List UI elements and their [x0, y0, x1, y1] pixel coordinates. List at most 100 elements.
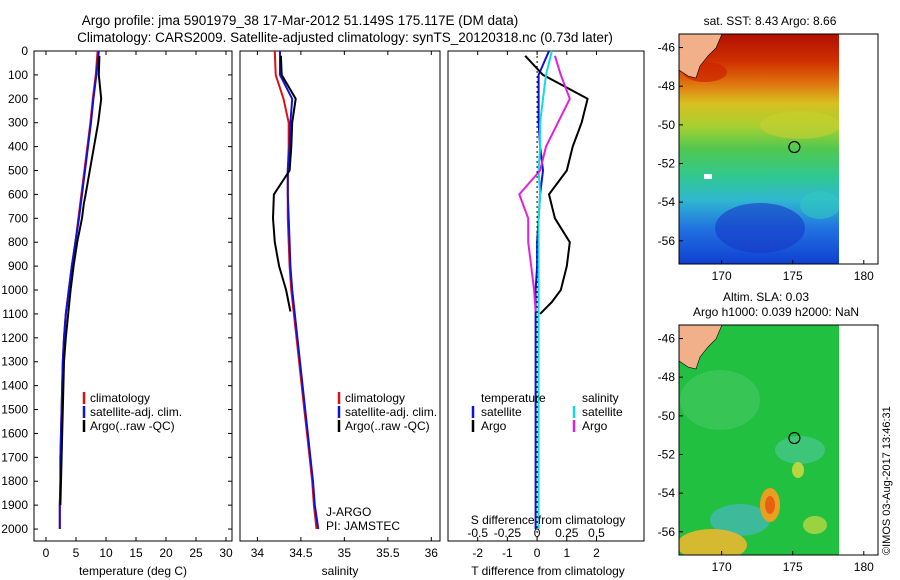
map-y-tick-label: -50 [658, 118, 676, 132]
sla-high-anomaly-core [765, 496, 775, 514]
map-y-tick-label: -56 [658, 234, 676, 248]
legend-label-climatology: climatology [90, 391, 150, 405]
x-tick-label: 30 [219, 546, 233, 560]
temperature-profiles [58, 50, 103, 529]
sst-map-field [679, 34, 839, 264]
map-y-tick-label: -46 [658, 41, 676, 55]
x-tick-label: 35.5 [376, 546, 400, 560]
series-line-salinity_satellite [537, 50, 553, 529]
series-line-argo [524, 55, 589, 315]
sla-map-field [679, 325, 839, 555]
salinity-panel: 34 34.5 35 35.5 36 salinity climatology sate… [239, 50, 441, 578]
sla-map-panel: Altim. SLA: 0.03 Argo h1000: 0.039 h2000… [658, 290, 879, 574]
sst-patch [760, 111, 839, 139]
series-line-salinity_argo [518, 55, 571, 312]
depth-tick-label: 0 [21, 44, 28, 58]
difference-profiles [518, 50, 589, 541]
x-tick-label: 20 [159, 546, 173, 560]
depth-tick-label: 400 [8, 140, 28, 154]
sla-map-subtitle: Argo h1000: 0.039 h2000: NaN [693, 305, 859, 319]
temperature-x-axis: 0 5 10 15 20 25 30 [43, 51, 233, 560]
timestamp-stamp: ©IMOS 03-Aug-2017 13:46:31 [881, 406, 893, 555]
series-line-satellite [279, 51, 320, 530]
map-y-tick-label: -48 [658, 370, 676, 384]
x-tick-label: 0 [534, 546, 541, 560]
coastline-land [679, 34, 723, 79]
profile-location-marker [788, 431, 801, 445]
profile-location-marker [788, 140, 801, 154]
salinity-profiles [272, 50, 320, 530]
x-tick-label: 25 [189, 546, 203, 560]
depth-tick-label: 1600 [1, 426, 28, 440]
x-tick-label: 5 [73, 546, 80, 560]
legend-label-argo: Argo(..raw -QC) [90, 419, 175, 433]
x-tick-label: 36 [425, 546, 439, 560]
map-x-tick-label: 175 [783, 269, 803, 283]
map-y-tick-label: -50 [658, 409, 676, 423]
sla-patch [710, 504, 770, 536]
salinity-diff-tick-label: 0.25 [555, 526, 579, 540]
map-x-tick-label: 180 [854, 269, 874, 283]
missing-data-patch [704, 174, 712, 179]
difference-legend: temperature satellite Argo salinity sate… [471, 391, 623, 433]
x-tick-label: -2 [472, 546, 483, 560]
x-tick-label: 2 [593, 546, 600, 560]
legend-label-climatology: climatology [345, 391, 405, 405]
x-tick-label: 34 [251, 546, 265, 560]
depth-tick-label: 2000 [1, 522, 28, 536]
legend-label-sal-satellite: satellite [582, 405, 623, 419]
depth-tick-label: 1100 [2, 307, 28, 321]
depth-tick-label: 800 [8, 235, 28, 249]
map-y-tick-label: -56 [658, 525, 676, 539]
depth-tick-label: 700 [8, 211, 28, 225]
temperature-diff-label: T difference from climatology [471, 564, 625, 578]
depth-tick-label: 1500 [1, 403, 28, 417]
map-x-tick-label: 170 [712, 269, 732, 283]
temperature-panel: 0100200300400500600700800900100011001200… [1, 44, 644, 578]
legend-label-temp-argo: Argo [481, 419, 507, 433]
depth-tick-label: 100 [8, 68, 28, 82]
x-tick-label: 10 [99, 546, 113, 560]
depth-tick-label: 1200 [1, 331, 28, 345]
legend-title-salinity: salinity [582, 391, 619, 405]
sla-patch [792, 462, 804, 478]
sst-patch [800, 191, 839, 219]
sst-map-axes: 170 175 180 -46 -48 -50 -52 -54 -56 [658, 41, 874, 283]
map-y-tick-label: -54 [658, 195, 676, 209]
map-y-tick-label: -48 [658, 79, 676, 93]
legend-label-temp-satellite: satellite [481, 405, 522, 419]
depth-tick-label: 500 [8, 164, 28, 178]
salinity-x-label: salinity [322, 564, 359, 578]
sst-map-panel: sat. SST: 8.43 Argo: 8.66 170 175 180 -46 -4… [658, 14, 879, 283]
depth-tick-label: 1800 [1, 474, 28, 488]
x-tick-label: 35 [338, 546, 352, 560]
legend-label-argo: Argo(..raw -QC) [345, 419, 430, 433]
map-x-tick-label: 180 [854, 560, 874, 574]
figure-title-line2: Climatology: CARS2009. Satellite-adjuste… [77, 30, 613, 45]
map-y-tick-label: -46 [658, 332, 676, 346]
sst-cold-patch [715, 203, 805, 253]
salinity-x-axis: 34 34.5 35 35.5 36 [251, 51, 439, 560]
program-annotation: J-ARGO [326, 505, 371, 519]
sla-patch [803, 516, 827, 534]
salinity-diff-tick-label: -0.25 [494, 526, 522, 540]
temperature-x-label: temperature (deg C) [79, 564, 187, 578]
series-line-satellite [58, 50, 100, 529]
x-tick-label: -1 [502, 546, 513, 560]
depth-tick-label: 600 [8, 187, 28, 201]
coastline-land [679, 325, 723, 370]
map-x-tick-label: 170 [712, 560, 732, 574]
temperature-axes-box [33, 50, 233, 542]
depth-tick-label: 300 [8, 116, 28, 130]
series-line-argo [272, 55, 297, 312]
salinity-diff-tick-label: -0.5 [467, 526, 488, 540]
temperature-legend: climatology satellite-adj. clim. Argo(..… [82, 391, 182, 433]
map-x-tick-label: 175 [783, 560, 803, 574]
sst-map-title: sat. SST: 8.43 Argo: 8.66 [704, 14, 837, 28]
legend-title-temperature: temperature [481, 391, 546, 405]
pi-annotation: PI: JAMSTEC [326, 519, 400, 533]
x-tick-label: 1 [563, 546, 570, 560]
series-line-argo [59, 55, 103, 506]
